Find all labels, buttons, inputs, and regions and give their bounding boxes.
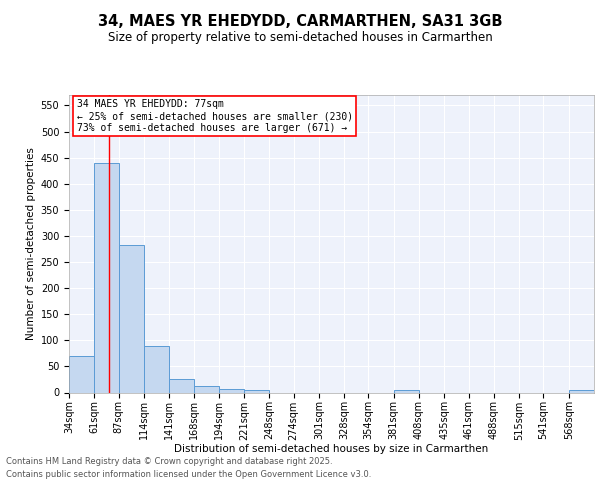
Bar xyxy=(219,390,244,392)
Bar xyxy=(94,163,119,392)
Bar xyxy=(394,390,419,392)
Bar xyxy=(119,245,144,392)
Text: Contains public sector information licensed under the Open Government Licence v3: Contains public sector information licen… xyxy=(6,470,371,479)
Text: 34 MAES YR EHEDYDD: 77sqm
← 25% of semi-detached houses are smaller (230)
73% of: 34 MAES YR EHEDYDD: 77sqm ← 25% of semi-… xyxy=(77,100,353,132)
Text: Size of property relative to semi-detached houses in Carmarthen: Size of property relative to semi-detach… xyxy=(107,31,493,44)
Bar xyxy=(244,390,269,392)
Y-axis label: Number of semi-detached properties: Number of semi-detached properties xyxy=(26,148,37,340)
Bar xyxy=(569,390,594,392)
Bar xyxy=(69,356,94,393)
Text: Contains HM Land Registry data © Crown copyright and database right 2025.: Contains HM Land Registry data © Crown c… xyxy=(6,458,332,466)
Text: 34, MAES YR EHEDYDD, CARMARTHEN, SA31 3GB: 34, MAES YR EHEDYDD, CARMARTHEN, SA31 3G… xyxy=(98,14,502,29)
Bar xyxy=(194,386,219,392)
Bar xyxy=(144,346,169,393)
X-axis label: Distribution of semi-detached houses by size in Carmarthen: Distribution of semi-detached houses by … xyxy=(175,444,488,454)
Bar xyxy=(169,380,194,392)
